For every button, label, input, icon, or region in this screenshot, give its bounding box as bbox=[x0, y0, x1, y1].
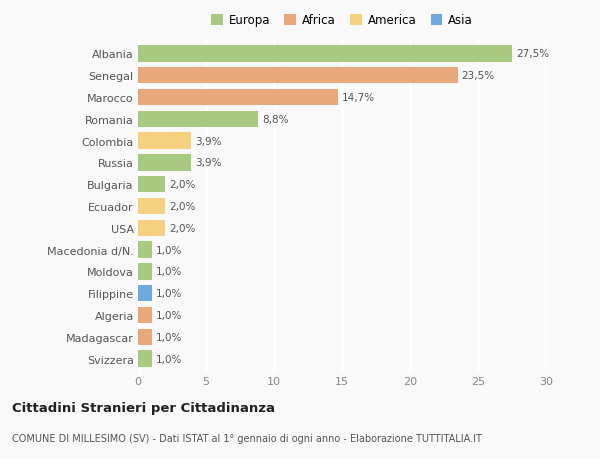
Text: 14,7%: 14,7% bbox=[342, 93, 375, 103]
Text: 8,8%: 8,8% bbox=[262, 115, 288, 124]
Bar bbox=[138, 329, 152, 345]
Text: 27,5%: 27,5% bbox=[516, 50, 549, 59]
Bar bbox=[138, 198, 165, 215]
Bar bbox=[138, 177, 165, 193]
Bar bbox=[138, 220, 165, 236]
Bar bbox=[138, 351, 152, 367]
Text: 1,0%: 1,0% bbox=[155, 289, 182, 298]
Text: 23,5%: 23,5% bbox=[461, 71, 495, 81]
Bar bbox=[138, 263, 152, 280]
Text: 3,9%: 3,9% bbox=[195, 158, 221, 168]
Text: 3,9%: 3,9% bbox=[195, 136, 221, 146]
Bar bbox=[138, 242, 152, 258]
Text: 1,0%: 1,0% bbox=[155, 354, 182, 364]
Bar bbox=[138, 133, 191, 150]
Bar bbox=[138, 90, 338, 106]
Bar bbox=[138, 112, 257, 128]
Bar bbox=[138, 68, 458, 84]
Legend: Europa, Africa, America, Asia: Europa, Africa, America, Asia bbox=[206, 10, 478, 32]
Text: 2,0%: 2,0% bbox=[169, 223, 196, 233]
Bar bbox=[138, 46, 512, 62]
Text: 1,0%: 1,0% bbox=[155, 332, 182, 342]
Text: 2,0%: 2,0% bbox=[169, 180, 196, 190]
Bar bbox=[138, 155, 191, 171]
Text: COMUNE DI MILLESIMO (SV) - Dati ISTAT al 1° gennaio di ogni anno - Elaborazione : COMUNE DI MILLESIMO (SV) - Dati ISTAT al… bbox=[12, 433, 482, 442]
Text: 1,0%: 1,0% bbox=[155, 245, 182, 255]
Text: 1,0%: 1,0% bbox=[155, 310, 182, 320]
Text: 1,0%: 1,0% bbox=[155, 267, 182, 277]
Bar bbox=[138, 307, 152, 324]
Text: Cittadini Stranieri per Cittadinanza: Cittadini Stranieri per Cittadinanza bbox=[12, 401, 275, 414]
Bar bbox=[138, 285, 152, 302]
Text: 2,0%: 2,0% bbox=[169, 202, 196, 212]
